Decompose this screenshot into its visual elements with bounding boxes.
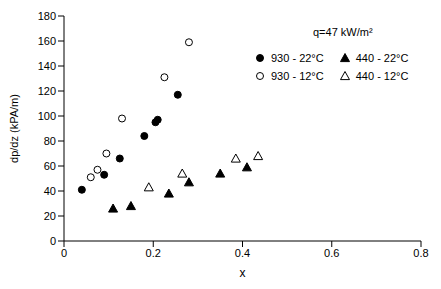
svg-text:0.8: 0.8 — [413, 247, 428, 259]
svg-text:0: 0 — [50, 235, 56, 247]
html-text:440 - 22°C: 440 - 22°C — [355, 52, 409, 64]
svg-text:100: 100 — [38, 110, 56, 122]
html-text:q=47 kW/m²: q=47 kW/m² — [313, 26, 373, 38]
svg-text:dp/dz (kPA/m): dp/dz (kPA/m) — [8, 94, 20, 163]
html-text:930 - 12°C: 930 - 12°C — [271, 70, 324, 82]
svg-text:80: 80 — [44, 135, 56, 147]
svg-text:160: 160 — [38, 35, 56, 47]
svg-text:x: x — [240, 266, 246, 280]
svg-text:140: 140 — [38, 60, 56, 72]
svg-text:40: 40 — [44, 185, 56, 197]
svg-text:120: 120 — [38, 85, 56, 97]
html-text:440 - 12°C: 440 - 12°C — [355, 70, 409, 82]
svg-text:0.6: 0.6 — [324, 247, 339, 259]
svg-text:0.2: 0.2 — [146, 247, 161, 259]
svg-text:20: 20 — [44, 210, 56, 222]
svg-text:60: 60 — [44, 160, 56, 172]
svg-text:0.4: 0.4 — [235, 247, 250, 259]
svg-text:0: 0 — [61, 247, 67, 259]
svg-text:180: 180 — [38, 10, 56, 22]
html-text:930 - 22°C: 930 - 22°C — [271, 52, 324, 64]
